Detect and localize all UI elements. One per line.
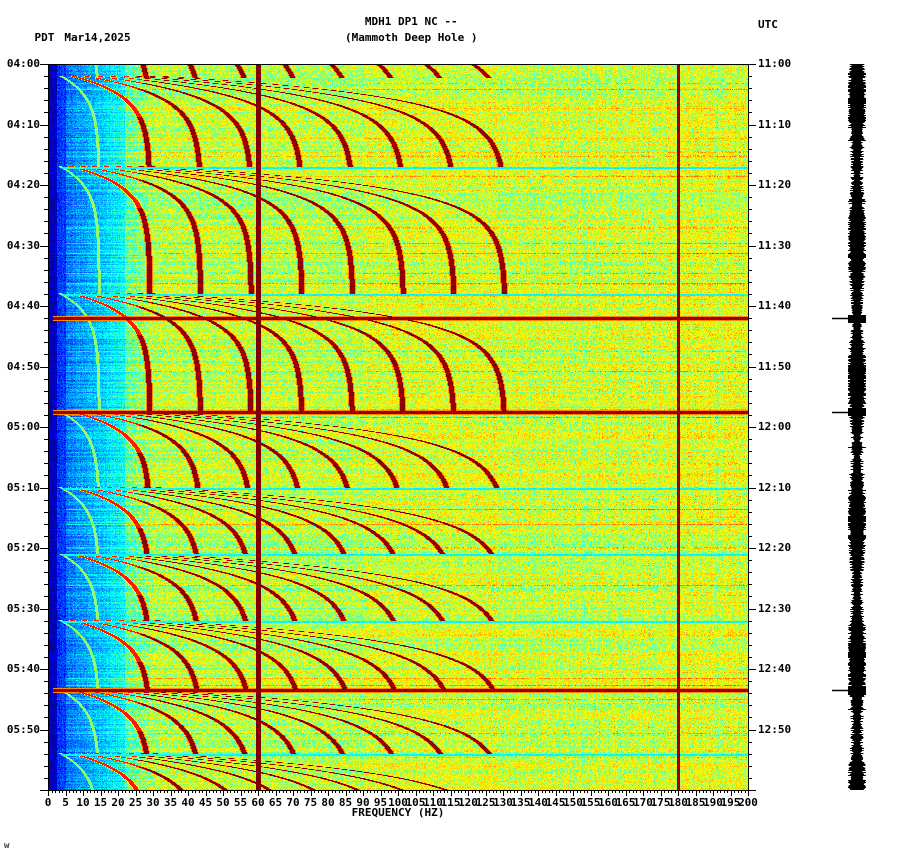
- x-tick-label: 190: [703, 796, 723, 809]
- x-tick-label: 95: [373, 796, 388, 809]
- time-label-left: 04:10: [6, 117, 40, 131]
- time-label-right: 11:00: [758, 57, 792, 70]
- time-label-right: 11:10: [758, 117, 792, 131]
- time-label-right: 12:20: [758, 541, 792, 554]
- x-tick-label: 145: [545, 796, 566, 809]
- time-label-left: 05:40: [6, 662, 40, 675]
- x-tick-label: 165: [615, 796, 636, 809]
- x-tick-label: 85: [338, 796, 353, 809]
- time-label-left: 04:30: [6, 238, 40, 252]
- x-tick-label: 60: [251, 796, 265, 809]
- x-tick-label: 185: [685, 796, 706, 809]
- time-label-left: 04:20: [6, 178, 40, 191]
- x-tick-label: 135: [510, 796, 531, 809]
- time-label-right: 12:50: [758, 722, 792, 736]
- x-tick-label: 100: [388, 796, 408, 809]
- x-tick-label: 150: [563, 796, 583, 809]
- x-tick-label: 35: [163, 796, 178, 809]
- x-tick-label: 75: [303, 796, 318, 809]
- time-label-right: 12:00: [758, 420, 792, 433]
- x-tick-label: 5: [62, 796, 69, 809]
- time-label-left: 04:40: [6, 299, 40, 312]
- x-tick-label: 45: [198, 796, 213, 809]
- x-tick-label: 130: [493, 796, 513, 809]
- x-tick-label: 0: [44, 796, 52, 809]
- time-label-left: 04:00: [6, 57, 40, 70]
- x-tick-label: 80: [321, 796, 335, 809]
- x-tick-label: 15: [93, 796, 108, 809]
- x-tick-label: 65: [268, 796, 283, 809]
- x-tick-label: 175: [650, 796, 671, 809]
- corner-mark: w: [4, 841, 10, 851]
- time-label-right: 12:40: [758, 662, 792, 675]
- x-tick-label: 25: [128, 796, 143, 809]
- time-label-left: 05:50: [6, 722, 40, 736]
- x-tick-label: 10: [76, 796, 90, 809]
- x-tick-label: 50: [216, 796, 230, 809]
- x-tick-label: 180: [668, 796, 688, 809]
- x-tick-label: 140: [528, 796, 548, 809]
- time-label-left: 05:10: [6, 480, 40, 494]
- x-tick-label: 20: [111, 796, 125, 809]
- time-label-left: 05:20: [6, 541, 40, 554]
- time-label-right: 11:50: [758, 359, 792, 373]
- x-tick-label: 170: [633, 796, 653, 809]
- time-label-left: 05:00: [6, 420, 40, 433]
- x-axis-title: FREQUENCY (HZ): [351, 806, 445, 819]
- x-tick-label: 110: [423, 796, 443, 809]
- time-label-right: 12:10: [758, 480, 792, 494]
- x-tick-label: 90: [356, 796, 370, 809]
- x-tick-label: 195: [720, 796, 741, 809]
- amplitude-trace-canvas: [848, 64, 866, 790]
- x-tick-label: 120: [458, 796, 478, 809]
- x-tick-label: 40: [181, 796, 195, 809]
- time-label-right: 11:20: [758, 178, 792, 191]
- x-tick-label: 155: [580, 796, 601, 809]
- x-tick-label: 30: [146, 796, 160, 809]
- time-label-left: 05:30: [6, 601, 40, 615]
- time-label-right: 11:40: [758, 299, 792, 312]
- x-tick-label: 125: [475, 796, 496, 809]
- time-label-right: 12:30: [758, 601, 792, 615]
- time-label-left: 04:50: [6, 359, 40, 373]
- x-tick-label: 160: [598, 796, 618, 809]
- x-tick-label: 105: [405, 796, 426, 809]
- x-tick-label: 70: [286, 796, 300, 809]
- x-tick-label: 115: [440, 796, 461, 809]
- x-tick-label: 200: [738, 796, 758, 809]
- time-label-right: 11:30: [758, 238, 792, 252]
- x-tick-label: 55: [233, 796, 248, 809]
